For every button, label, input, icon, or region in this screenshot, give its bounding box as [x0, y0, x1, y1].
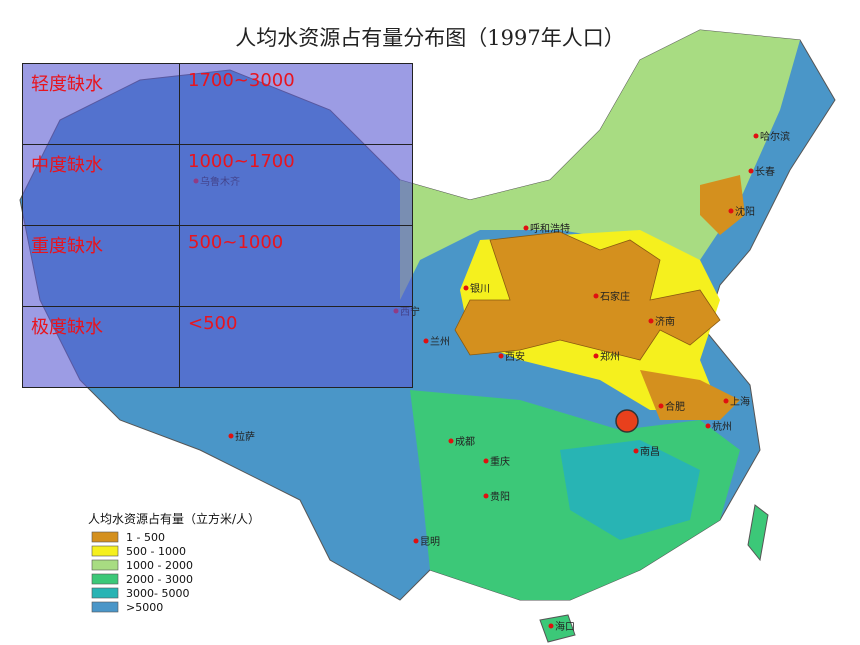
- table-cell: 中度缺水: [22, 144, 180, 226]
- city-label: 郑州: [600, 350, 620, 363]
- table-row: 极度缺水 <500: [22, 306, 413, 388]
- city-dot: [228, 433, 234, 439]
- city-dot: [705, 423, 711, 429]
- city-dot: [753, 133, 759, 139]
- table-cell: 极度缺水: [22, 306, 180, 388]
- city-dot: [593, 353, 599, 359]
- city-dot: [523, 225, 529, 231]
- map-title: 人均水资源占有量分布图（1997年人口）: [235, 26, 624, 50]
- city-dot: [413, 538, 419, 544]
- city-label: 哈尔滨: [760, 130, 790, 143]
- city-dot: [593, 293, 599, 299]
- region-teal: [560, 440, 700, 540]
- city-label: 贵阳: [490, 490, 510, 503]
- city-dot: [633, 448, 639, 454]
- legend-label: >5000: [126, 601, 163, 614]
- city-dot: [463, 285, 469, 291]
- legend-swatch: [91, 573, 119, 585]
- table-row: 轻度缺水 1700~3000: [22, 63, 413, 145]
- legend-label: 1 - 500: [126, 531, 165, 544]
- city-dot: [728, 208, 734, 214]
- legend-label: 500 - 1000: [126, 545, 186, 558]
- city-label: 拉萨: [235, 430, 255, 443]
- legend-label: 3000- 5000: [126, 587, 189, 600]
- table-cell: 重度缺水: [22, 225, 180, 307]
- city-label: 济南: [655, 315, 675, 328]
- city-label: 长春: [755, 166, 775, 178]
- legend-label: 1000 - 2000: [126, 559, 193, 572]
- legend-swatch: [91, 531, 119, 543]
- city-label: 杭州: [712, 420, 732, 433]
- city-label: 石家庄: [600, 290, 630, 303]
- taiwan: [747, 504, 769, 562]
- city-label: 合肥: [665, 400, 685, 413]
- table-cell: 1000~1700: [179, 144, 413, 226]
- city-dot: [548, 623, 554, 629]
- legend-title: 人均水资源占有量（立方米/人）: [88, 511, 260, 526]
- region-orange: [454, 231, 721, 361]
- city-dot: [498, 353, 504, 359]
- city-label: 昆明: [420, 536, 440, 548]
- city-dot: [423, 338, 429, 344]
- city-label: 上海: [730, 395, 750, 408]
- city-label: 南昌: [640, 445, 660, 458]
- city-label: 兰州: [430, 335, 450, 348]
- region-green: [400, 30, 800, 300]
- region-orange-ne: [700, 175, 745, 235]
- table-cell: 1700~3000: [179, 63, 413, 145]
- table-row: 重度缺水 500~1000: [22, 225, 413, 307]
- city-label: 呼和浩特: [530, 223, 570, 235]
- table-cell: <500: [179, 306, 413, 388]
- hainan: [539, 614, 576, 643]
- city-label: 沈阳: [735, 205, 755, 218]
- city-dot: [748, 168, 754, 174]
- table-cell: 500~1000: [179, 225, 413, 307]
- city-dot: [448, 438, 454, 444]
- city-label: 重庆: [490, 455, 510, 468]
- city-dot: [648, 318, 654, 324]
- city-label: 海口: [555, 620, 575, 633]
- city-dot: [483, 458, 489, 464]
- city-dot: [723, 398, 729, 404]
- legend-label: 2000 - 3000: [126, 573, 193, 586]
- legend-swatch: [91, 545, 119, 557]
- region-orange-east: [640, 370, 740, 420]
- legend-swatch: [91, 559, 119, 571]
- legend-swatch: [91, 587, 119, 599]
- table-row: 中度缺水 1000~1700: [22, 144, 413, 226]
- city-label: 成都: [455, 436, 475, 448]
- table-cell: 轻度缺水: [22, 63, 180, 145]
- city-dot: [483, 493, 489, 499]
- city-label: 西安: [505, 350, 525, 363]
- location-marker: [615, 409, 639, 433]
- city-dot: [658, 403, 664, 409]
- legend-swatch: [91, 601, 119, 613]
- city-label: 银川: [470, 282, 490, 295]
- water-shortage-table: 轻度缺水 1700~3000 中度缺水 1000~1700 重度缺水 500~1000 极度…: [22, 63, 413, 388]
